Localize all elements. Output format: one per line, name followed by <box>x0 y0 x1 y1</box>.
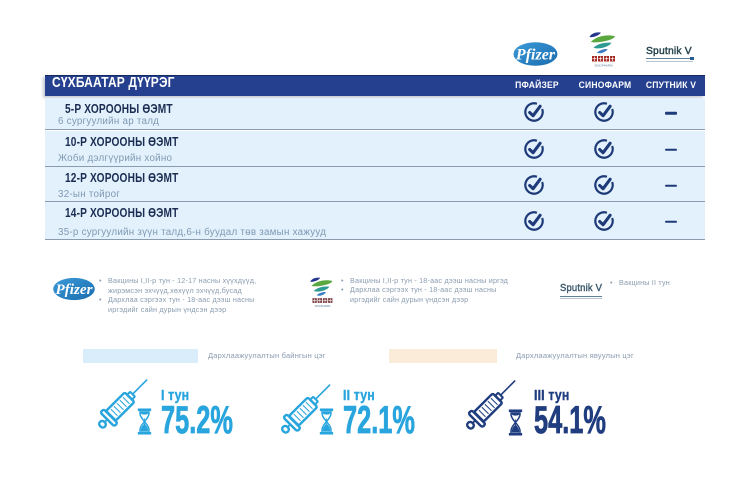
svg-text:Pfizer: Pfizer <box>56 282 93 298</box>
svg-text:Pfizer: Pfizer <box>515 46 556 63</box>
svg-text:SINOPHARM: SINOPHARM <box>594 64 613 68</box>
svg-text:SINOPHARM: SINOPHARM <box>315 304 331 308</box>
